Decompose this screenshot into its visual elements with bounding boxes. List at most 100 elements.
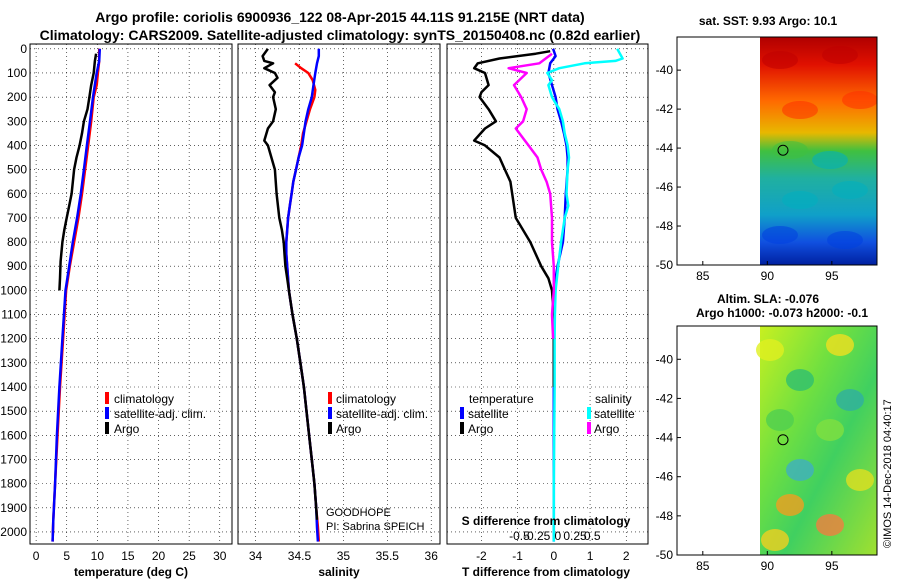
legend-argo-swatch bbox=[105, 422, 109, 434]
sst-texture bbox=[762, 46, 877, 249]
sst-texture-blob bbox=[812, 151, 848, 169]
temperature-series-lines bbox=[51, 48, 102, 542]
sst-texture-blob bbox=[827, 231, 863, 249]
series-line-argo bbox=[261, 48, 319, 520]
x-tick-label: 34 bbox=[249, 549, 263, 563]
sst-map-title: sat. SST: 9.93 Argo: 10.1 bbox=[699, 14, 838, 28]
depth-tick-label: 700 bbox=[7, 211, 27, 225]
sla-texture-blob bbox=[786, 459, 814, 481]
depth-tick-label: 1900 bbox=[0, 501, 27, 515]
depth-tick-label: 600 bbox=[7, 187, 27, 201]
map-y-tick-label: -40 bbox=[656, 63, 674, 77]
map-y-tick-label: -44 bbox=[656, 431, 674, 445]
depth-tick-label: 1800 bbox=[0, 477, 27, 491]
x-tick-label: 36 bbox=[425, 549, 439, 563]
x-tick-label: 20 bbox=[152, 549, 166, 563]
series-line-salinity-satellite bbox=[546, 48, 624, 542]
map-x-tick-label: 90 bbox=[761, 269, 775, 283]
sla-map-subtitle: Argo h1000: -0.073 h2000: -0.1 bbox=[696, 306, 868, 320]
salinity-diff-tick-label: 0.5 bbox=[584, 529, 601, 543]
difference-grid bbox=[447, 44, 648, 544]
series-line-temperature-argo bbox=[472, 49, 556, 387]
map-y-tick-label: -42 bbox=[656, 102, 674, 116]
legend-salinity-satellite-label: satellite bbox=[594, 407, 635, 421]
sla-texture-blob bbox=[761, 529, 789, 551]
difference-legend: temperature satellite Argo salinity sate… bbox=[460, 392, 635, 436]
series-line-argo bbox=[58, 53, 98, 291]
depth-tick-label: 100 bbox=[7, 66, 27, 80]
series-line-salinity-argo bbox=[507, 52, 556, 339]
depth-tick-label: 1600 bbox=[0, 428, 27, 442]
legend-climatology-swatch bbox=[105, 392, 109, 404]
salinity-series-lines bbox=[261, 48, 321, 542]
map-x-tick-label: 95 bbox=[825, 269, 839, 283]
x-tick-label: 0 bbox=[33, 549, 40, 563]
sla-texture-blob bbox=[786, 369, 814, 391]
depth-tick-label: 200 bbox=[7, 90, 27, 104]
sst-argo-position-marker bbox=[777, 144, 789, 156]
salinity-x-label: salinity bbox=[318, 565, 360, 579]
map-y-tick-label: -48 bbox=[656, 219, 674, 233]
sla-data-field bbox=[760, 326, 877, 555]
salinity-diff-tick-label: -0.25 bbox=[523, 529, 551, 543]
salinity-legend: climatology satellite-adj. clim. Argo bbox=[328, 392, 428, 436]
legend-temperature-satellite-label: satellite bbox=[468, 407, 509, 421]
sla-map-panel: Altim. SLA: -0.076 Argo h1000: -0.073 h2… bbox=[656, 292, 878, 573]
x-tick-label: -2 bbox=[476, 549, 487, 563]
map-y-tick-label: -50 bbox=[656, 548, 674, 562]
sst-texture-blob bbox=[832, 181, 868, 199]
depth-tick-label: 500 bbox=[7, 163, 27, 177]
x-tick-label: 1 bbox=[587, 549, 594, 563]
depth-tick-label: 2000 bbox=[0, 525, 27, 539]
temperature-x-tick-labels: 0 5 10 15 20 25 30 bbox=[33, 549, 227, 563]
temperature-grid bbox=[30, 44, 232, 544]
map-x-tick-label: 85 bbox=[696, 559, 710, 573]
sst-map-ticks: 85 90 95 -40 -42 -44 -46 -48 -50 bbox=[656, 63, 839, 283]
map-y-tick-label: -46 bbox=[656, 470, 674, 484]
sst-texture-blob bbox=[762, 226, 798, 244]
depth-tick-label: 400 bbox=[7, 138, 27, 152]
legend-argo-swatch bbox=[328, 422, 332, 434]
legend-temperature-argo-swatch bbox=[460, 422, 464, 434]
depth-tick-label: 1700 bbox=[0, 452, 27, 466]
sla-texture-blob bbox=[776, 494, 804, 516]
x-tick-label: 35.5 bbox=[376, 549, 400, 563]
legend-temperature-satellite-swatch bbox=[460, 407, 464, 419]
temperature-frame bbox=[29, 43, 233, 545]
depth-tick-labels: 0 100 200 300 400 500 600 700 800 900 1000 1100 1200… bbox=[0, 42, 27, 539]
sla-texture-blob bbox=[766, 409, 794, 431]
sst-texture-blob bbox=[772, 141, 808, 159]
x-tick-label: 5 bbox=[63, 549, 70, 563]
map-y-tick-label: -50 bbox=[656, 258, 674, 272]
sla-texture-blob bbox=[816, 419, 844, 441]
legend-temperature-argo-label: Argo bbox=[468, 422, 494, 436]
map-x-tick-label: 85 bbox=[696, 269, 710, 283]
depth-tick-label: 800 bbox=[7, 235, 27, 249]
depth-tick-label: 1500 bbox=[0, 404, 27, 418]
x-tick-label: 25 bbox=[182, 549, 196, 563]
sla-map-title: Altim. SLA: -0.076 bbox=[717, 292, 819, 306]
depth-tick-label: 1000 bbox=[0, 283, 27, 297]
salinity-x-tick-labels: 34 34.5 35 35.5 36 bbox=[249, 549, 438, 563]
salinity-difference-tick-labels: -0.5-0.25 0 0.250.5 bbox=[509, 529, 601, 543]
difference-series-lines bbox=[472, 48, 624, 542]
series-line-climatology bbox=[51, 48, 101, 542]
legend-salinity-argo-swatch bbox=[587, 422, 591, 434]
difference-x-tick-labels: -2 -1 0 1 2 bbox=[476, 549, 630, 563]
depth-tick-label: 1300 bbox=[0, 356, 27, 370]
depth-tick-label: 300 bbox=[7, 114, 27, 128]
x-tick-label: 10 bbox=[91, 549, 105, 563]
depth-tick-label: 0 bbox=[20, 42, 27, 56]
project-name: GOODHOPE bbox=[326, 507, 391, 519]
series-line-satellite-adj-clim- bbox=[51, 48, 102, 542]
map-y-tick-label: -44 bbox=[656, 141, 674, 155]
sla-texture-blob bbox=[836, 389, 864, 411]
sla-argo-position-marker bbox=[777, 434, 789, 446]
pi-name: PI: Sabrina SPEICH bbox=[326, 521, 424, 533]
sst-texture-blob bbox=[782, 101, 818, 119]
sla-texture-blob bbox=[846, 469, 874, 491]
legend-climatology-label: climatology bbox=[336, 392, 396, 406]
sst-texture-blob bbox=[822, 46, 858, 64]
x-tick-label: 15 bbox=[121, 549, 135, 563]
